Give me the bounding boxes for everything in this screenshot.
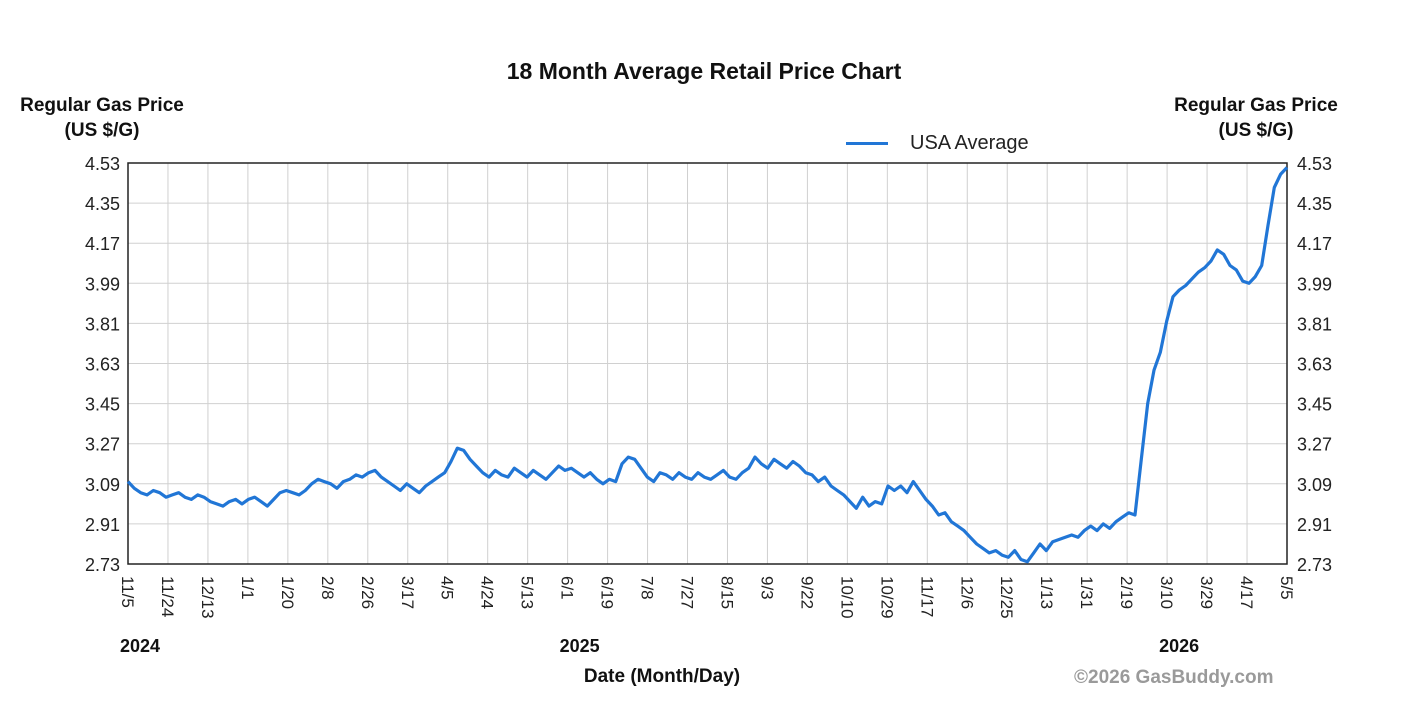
- x-tick-label: 2/19: [1117, 576, 1136, 609]
- x-tick-label: 12/13: [198, 576, 217, 619]
- x-tick-label: 3/29: [1197, 576, 1216, 609]
- x-tick-label: 9/3: [757, 576, 776, 600]
- y-tick-label-right: 3.09: [1297, 475, 1332, 495]
- x-tick-label: 1/31: [1077, 576, 1096, 609]
- x-tick-label: 11/5: [118, 576, 137, 608]
- x-tick-label: 6/1: [558, 576, 577, 600]
- x-tick-label: 4/5: [438, 576, 457, 600]
- y-tick-label-left: 3.99: [85, 274, 120, 294]
- x-tick-label: 2/8: [318, 576, 337, 600]
- x-tick-label: 10/10: [837, 576, 856, 619]
- y-tick-label-left: 3.45: [85, 395, 120, 415]
- x-tick-label: 7/8: [638, 576, 657, 600]
- y-tick-label-left: 3.81: [85, 314, 120, 334]
- y-tick-label-left: 4.17: [85, 234, 120, 254]
- y-tick-label-left: 3.63: [85, 355, 120, 375]
- y-tick-label-right: 3.27: [1297, 435, 1332, 455]
- x-tick-label: 5/5: [1277, 576, 1296, 600]
- x-tick-label: 6/19: [598, 576, 617, 609]
- year-label: 2025: [559, 636, 600, 656]
- x-tick-label: 4/24: [478, 576, 497, 609]
- x-tick-label: 12/25: [997, 576, 1016, 619]
- x-tick-label: 3/17: [398, 576, 417, 609]
- y-tick-label-right: 3.81: [1297, 314, 1332, 334]
- y-tick-label-left: 4.53: [85, 154, 120, 174]
- x-tick-label: 2/26: [358, 576, 377, 609]
- x-tick-label: 8/15: [717, 576, 736, 609]
- y-tick-label-left: 2.73: [85, 555, 120, 575]
- series-line-usa-average: [126, 166, 1289, 564]
- x-tick-label: 9/22: [797, 576, 816, 609]
- y-tick-label-left: 4.35: [85, 194, 120, 214]
- x-tick-label: 5/13: [518, 576, 537, 609]
- y-tick-label-right: 3.45: [1297, 395, 1332, 415]
- y-tick-labels: 4.53 4.53 4.35 4.35 4.17 4.17 3.99 3.99 3.81 3.81…: [85, 154, 1332, 575]
- y-axis-title-left: Regular Gas Price (US $/G): [20, 95, 184, 141]
- y-tick-label-right: 3.63: [1297, 355, 1332, 375]
- y-tick-label-left: 3.27: [85, 435, 120, 455]
- x-tick-label: 1/13: [1037, 576, 1056, 609]
- y-tick-label-right: 2.73: [1297, 555, 1332, 575]
- x-tick-label: 10/29: [877, 576, 896, 619]
- y-tick-label-right: 2.91: [1297, 515, 1332, 535]
- x-tick-label: 1/20: [278, 576, 297, 609]
- y-tick-label-left: 3.09: [85, 475, 120, 495]
- x-tick-label: 3/10: [1157, 576, 1176, 609]
- y-tick-label-right: 4.53: [1297, 154, 1332, 174]
- x-tick-label: 11/17: [917, 576, 936, 617]
- y-axis-title-right: Regular Gas Price (US $/G): [1174, 95, 1338, 141]
- legend: USA Average: [846, 132, 1029, 155]
- year-label: 2026: [1159, 636, 1200, 656]
- x-tick-label: 1/1: [238, 576, 257, 600]
- y-tick-label-right: 4.17: [1297, 234, 1332, 254]
- y-tick-label-right: 4.35: [1297, 194, 1332, 214]
- y-tick-label-left: 2.91: [85, 515, 120, 535]
- copyright: ©2026 GasBuddy.com: [1074, 667, 1274, 688]
- x-axis-title: Date (Month/Day): [583, 666, 741, 687]
- x-tick-label: 11/24: [158, 576, 177, 617]
- year-label: 2024: [120, 636, 161, 656]
- grid: [127, 162, 1288, 565]
- x-tick-labels: 11/5 11/24 12/13 1/1 1/20 2/8 2/26 3/17 4/5 4/24 5…: [118, 576, 1296, 619]
- x-tick-label: 4/17: [1237, 576, 1256, 609]
- legend-label: USA Average: [910, 132, 1029, 154]
- legend-swatch: [846, 142, 888, 145]
- x-tick-label: 7/27: [678, 576, 697, 609]
- x-tick-label: 12/6: [957, 576, 976, 609]
- plot-frame: [127, 162, 1288, 565]
- chart-title: 18 Month Average Retail Price Chart: [506, 58, 902, 84]
- y-tick-label-right: 3.99: [1297, 274, 1332, 294]
